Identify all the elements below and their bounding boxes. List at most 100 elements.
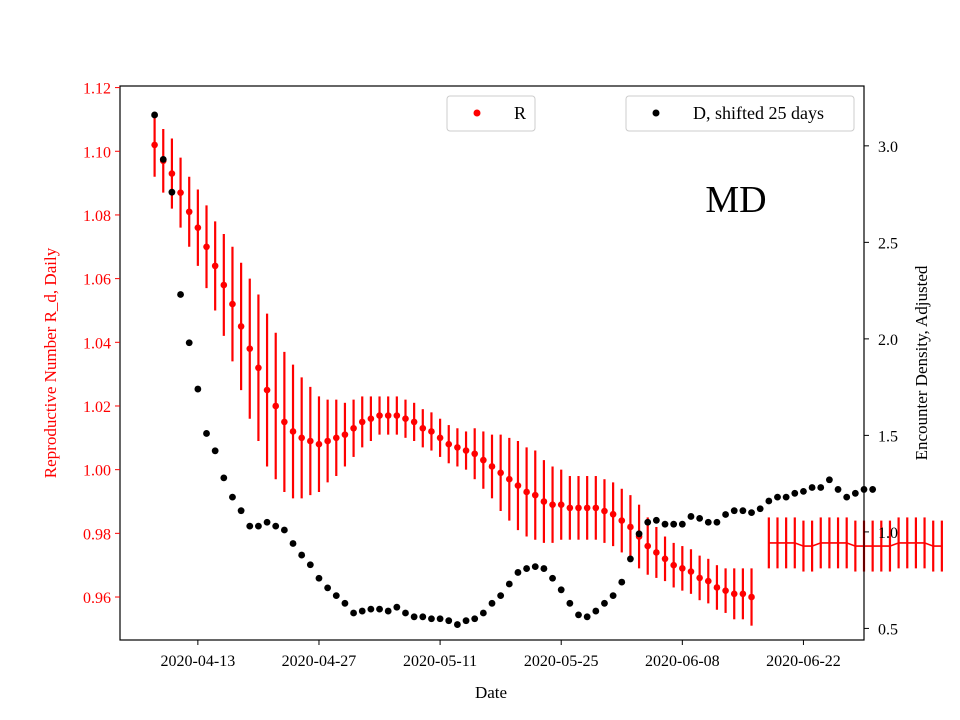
right-y-tick-label: 0.5 xyxy=(878,621,898,638)
r-point xyxy=(324,437,331,445)
x-axis-label: Date xyxy=(475,683,507,702)
r-point xyxy=(540,498,548,505)
x-tick-label: 2020-05-11 xyxy=(403,653,477,670)
r-point xyxy=(696,574,703,582)
r-point xyxy=(471,450,478,458)
right-axis-label: Encounter Density, Adjusted xyxy=(912,265,931,460)
d-point xyxy=(696,514,704,522)
d-point xyxy=(800,487,807,495)
x-tick-label: 2020-04-13 xyxy=(161,653,236,670)
r-point xyxy=(358,418,366,426)
plot-frame xyxy=(119,85,865,641)
d-point xyxy=(419,613,427,621)
r-point xyxy=(350,424,357,432)
right-y-tick-label: 2.5 xyxy=(878,235,898,252)
d-point xyxy=(557,586,565,594)
r-point xyxy=(497,469,504,477)
d-point xyxy=(661,520,669,528)
d-point xyxy=(177,291,184,298)
r-point xyxy=(506,475,513,483)
r-point xyxy=(211,262,219,270)
d-point xyxy=(237,507,245,515)
d-point xyxy=(774,493,781,501)
d-point xyxy=(453,621,461,628)
d-point xyxy=(843,493,851,501)
right-y-tick-label: 1.5 xyxy=(878,428,898,445)
d-point xyxy=(851,489,859,497)
r-point xyxy=(263,386,271,394)
d-point xyxy=(687,513,695,520)
r-point xyxy=(237,323,245,330)
x-tick-label: 2020-05-25 xyxy=(524,653,599,670)
r-point xyxy=(246,345,254,352)
axes: 2020-04-13 2020-04-27 2020-05-11 2020-05-25… xyxy=(83,81,898,670)
d-point xyxy=(280,526,288,534)
r-point xyxy=(393,412,401,419)
r-point xyxy=(583,504,591,512)
d-point xyxy=(514,569,522,576)
left-y-tick-label: 1.10 xyxy=(83,144,111,161)
r-point xyxy=(384,412,392,419)
d-point xyxy=(211,447,219,455)
r-point xyxy=(601,507,608,515)
left-y-tick-label: 0.98 xyxy=(83,526,111,543)
d-point xyxy=(428,615,435,623)
d-point xyxy=(817,484,825,491)
d-point xyxy=(704,518,712,526)
d-point xyxy=(255,522,262,530)
d-point xyxy=(220,474,228,482)
right-y-tick-label: 2.0 xyxy=(878,332,898,349)
r-point xyxy=(644,542,652,550)
r-point xyxy=(748,593,755,601)
plot-area xyxy=(151,111,943,628)
r-point xyxy=(514,482,522,489)
d-point xyxy=(670,520,678,528)
d-point xyxy=(652,516,660,524)
legend-d-marker xyxy=(652,109,660,117)
d-point xyxy=(678,520,686,528)
d-point xyxy=(869,486,877,493)
r-point xyxy=(454,444,461,451)
legend-r[interactable]: R xyxy=(446,95,536,132)
r-point xyxy=(220,281,228,289)
d-point xyxy=(730,507,738,515)
d-point xyxy=(350,609,357,617)
r-point xyxy=(341,431,349,438)
r-point xyxy=(687,568,695,575)
r-point xyxy=(332,434,340,442)
d-point xyxy=(756,505,764,513)
legend-d-label: D, shifted 25 days xyxy=(693,103,824,123)
d-point xyxy=(782,493,790,501)
left-axis-label: Reproductive Number R_d, Daily xyxy=(41,247,60,478)
r-point xyxy=(272,402,280,410)
d-point xyxy=(722,511,729,518)
d-point xyxy=(635,530,643,538)
r-point xyxy=(739,590,747,598)
r-point xyxy=(531,491,539,499)
d-point xyxy=(540,565,548,572)
r-point xyxy=(298,434,305,442)
d-point xyxy=(358,607,366,615)
d-point xyxy=(583,613,591,621)
d-point xyxy=(246,522,254,530)
d-point xyxy=(462,617,470,625)
r-point xyxy=(549,501,556,508)
left-y-tick-label: 0.96 xyxy=(83,590,111,607)
d-point xyxy=(497,592,505,600)
r-point xyxy=(523,488,530,496)
legend-d[interactable]: D, shifted 25 days xyxy=(625,95,855,132)
left-y-tick-label: 1.06 xyxy=(83,272,111,289)
r-point xyxy=(575,504,582,512)
d-point xyxy=(402,609,409,617)
d-point xyxy=(229,493,236,501)
legend-r-label: R xyxy=(514,103,526,123)
d-point xyxy=(410,613,418,621)
r-point xyxy=(315,440,323,448)
d-point xyxy=(376,605,383,613)
r-point xyxy=(488,463,496,470)
r-point xyxy=(445,440,453,448)
r-point xyxy=(307,437,314,445)
d-point xyxy=(272,522,280,530)
d-point xyxy=(791,489,799,497)
